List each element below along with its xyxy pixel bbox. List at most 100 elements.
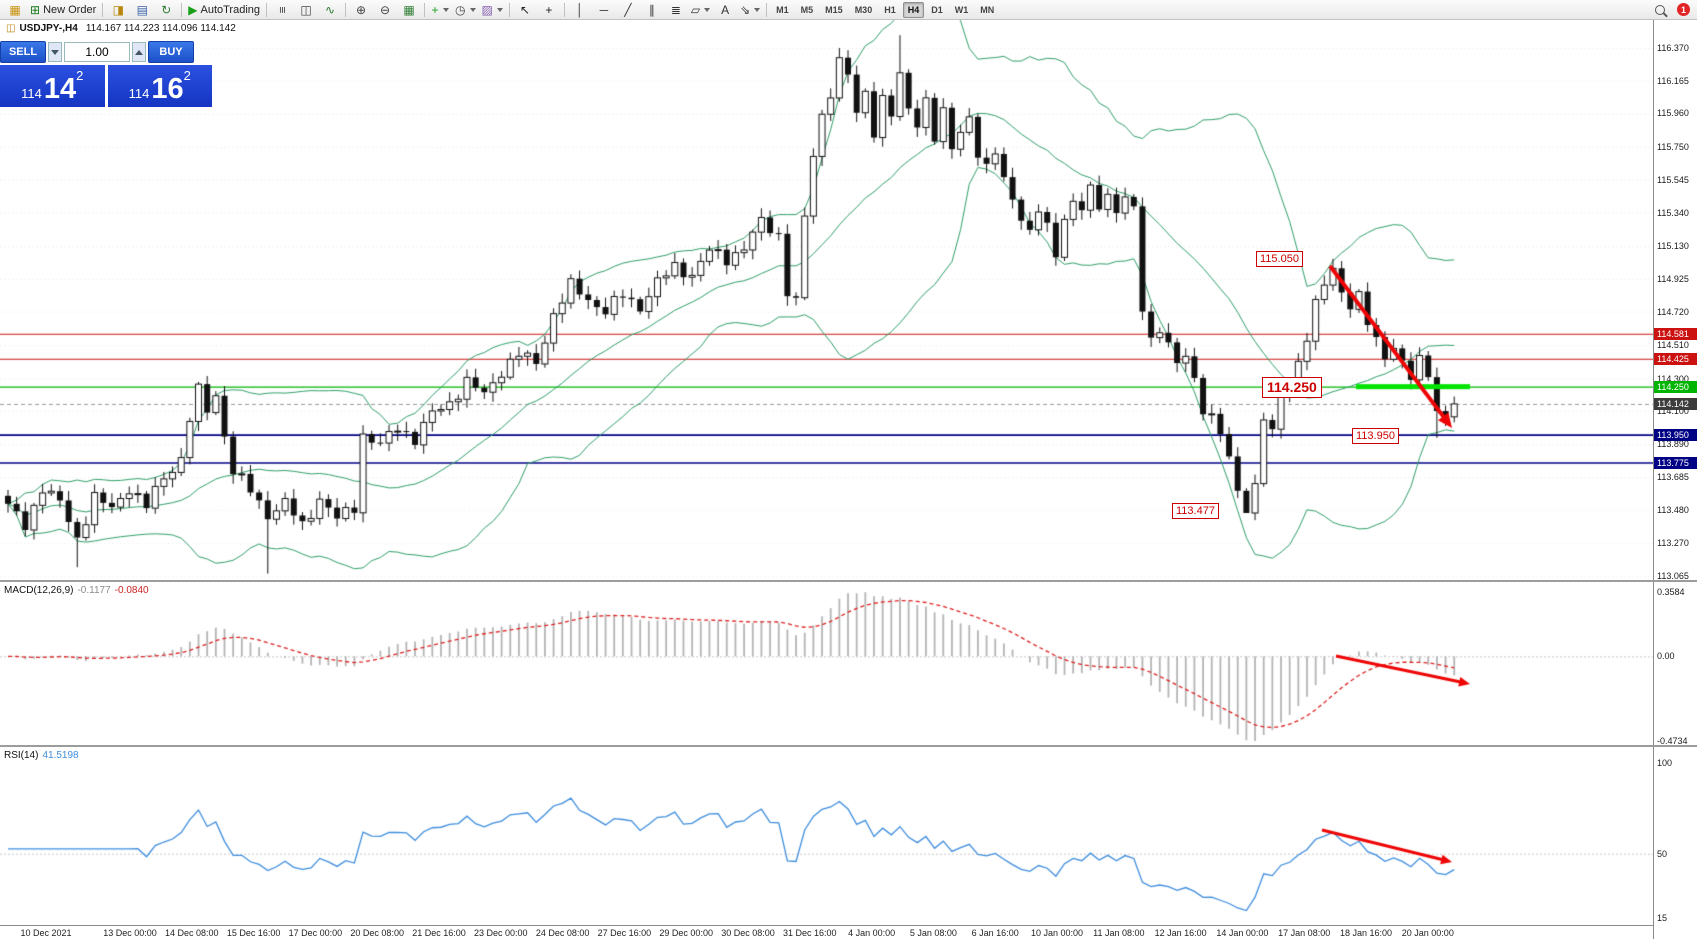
price-axis-tick: 115.545 — [1657, 174, 1689, 185]
vertical-line-button[interactable]: │ — [568, 2, 592, 18]
price-axis-tick: 114.720 — [1657, 306, 1689, 317]
time-axis-label: 11 Jan 08:00 — [1093, 928, 1145, 938]
sell-button[interactable]: SELL — [0, 41, 46, 63]
templates-button[interactable]: ▨ — [479, 2, 506, 18]
timeframe-h1[interactable]: H1 — [884, 4, 896, 15]
trendline-button[interactable]: ╱ — [616, 2, 640, 18]
price-annotation[interactable]: 113.477 — [1172, 503, 1219, 519]
candlestick-chart-button[interactable]: ◫ — [294, 2, 318, 18]
price-axis-tick: 113.685 — [1657, 471, 1689, 482]
rsi-pane-label: RSI(14) 41.5198 — [4, 750, 79, 761]
macd-axis-tick: 0.3584 — [1657, 587, 1685, 598]
time-axis-label: 27 Dec 16:00 — [597, 928, 652, 938]
text-button[interactable]: A — [713, 2, 737, 18]
chart-canvas[interactable] — [0, 0, 1653, 939]
app-button[interactable]: ▦ — [3, 2, 27, 18]
tile-windows-button[interactable]: ▦ — [397, 2, 421, 18]
toolbar-separator — [508, 2, 510, 17]
autotrading-button[interactable]: ▶ AutoTrading — [185, 2, 263, 18]
timeframe-h4[interactable]: H4 — [902, 1, 925, 18]
rsi-name: RSI(14) — [4, 750, 39, 761]
down-arrow-icon — [51, 49, 59, 55]
timeframe-group: M1 M5 M15 M30 H1 H4 D1 W1 MN — [763, 0, 1000, 19]
price-annotation[interactable]: 115.050 — [1256, 251, 1303, 267]
notification-badge[interactable]: 1 — [1677, 3, 1690, 16]
price-level-tag: 113.950 — [1654, 428, 1697, 441]
dropdown-caret-icon — [496, 7, 503, 12]
timeframe-mn[interactable]: MN — [980, 4, 995, 15]
channel-button[interactable]: ∥ — [640, 2, 664, 18]
autotrading-icon: ▶ — [188, 2, 198, 17]
rsi-value: 41.5198 — [42, 750, 79, 761]
bar-chart-button[interactable]: ≡ — [270, 2, 294, 18]
price-annotation[interactable]: 113.950 — [1352, 428, 1399, 444]
timeframe-m5[interactable]: M5 — [800, 4, 814, 15]
macd-axis-tick: -0.4734 — [1657, 736, 1688, 747]
indicators-button[interactable]: + — [428, 2, 452, 18]
price-level-tag: 114.250 — [1654, 380, 1697, 393]
fibonacci-icon: ≣ — [670, 2, 681, 17]
new-order-label: New Order — [43, 3, 97, 16]
crosshair-button[interactable]: + — [537, 2, 561, 18]
time-axis-label: 14 Dec 08:00 — [165, 928, 219, 938]
text-icon: A — [721, 2, 730, 17]
ask-price[interactable]: 114 16 2 — [107, 65, 212, 107]
autotrading-label: AutoTrading — [200, 3, 261, 16]
chart-icon: ◫ — [6, 23, 16, 34]
volume-increase-button[interactable] — [132, 42, 146, 62]
time-axis-label: 12 Jan 16:00 — [1154, 928, 1207, 938]
trade-controls-row: SELL BUY — [0, 40, 212, 64]
horizontal-line-button[interactable]: ─ — [592, 2, 616, 18]
symbol-header: ◫ USDJPY-,H4 114.167 114.223 114.096 114.1… — [6, 23, 236, 34]
search-button[interactable] — [1648, 2, 1672, 18]
charts-grid-button[interactable]: ◨ — [106, 2, 130, 18]
macd-main-value: -0.1177 — [77, 585, 111, 596]
pane-splitter-macd[interactable] — [0, 580, 1697, 582]
cursor-button[interactable]: ↖ — [513, 2, 537, 18]
toolbar-separator — [266, 2, 268, 17]
timeframe-m30[interactable]: M30 — [854, 4, 873, 15]
rsi-axis-tick: 100 — [1657, 757, 1673, 768]
ask-big-digits: 16 — [151, 73, 184, 105]
bid-pip-digit: 2 — [76, 68, 84, 83]
shapes-button[interactable]: ▱ — [688, 2, 713, 18]
price-axis-tick: 113.065 — [1657, 571, 1689, 581]
ask-prefix: 114 — [128, 86, 150, 101]
time-axis-label: 10 Dec 2021 — [20, 928, 72, 938]
fibonacci-button[interactable]: ≣ — [664, 2, 688, 18]
price-level-tag: 114.425 — [1654, 352, 1697, 365]
profiles-button[interactable]: ▤ — [130, 2, 154, 18]
time-axis-label: 20 Dec 08:00 — [350, 928, 404, 938]
new-order-button[interactable]: ⊞ New Order — [27, 2, 99, 18]
time-axis-label: 21 Dec 16:00 — [412, 928, 466, 938]
periods-button[interactable]: ◷ — [452, 2, 478, 18]
time-axis-label: 13 Dec 00:00 — [103, 928, 157, 938]
zoom-in-button[interactable]: ⊕ — [349, 2, 373, 18]
toolbar-separator — [766, 2, 768, 17]
arrows-button[interactable]: ⇘ — [737, 2, 763, 18]
refresh-button[interactable]: ↻ — [154, 2, 178, 18]
price-axis[interactable]: 116.370 116.165 115.960 115.750 115.545 115.3… — [1653, 0, 1697, 939]
refresh-icon: ↻ — [161, 2, 172, 17]
timeframe-m1[interactable]: M1 — [776, 4, 789, 15]
price-axis-tick: 114.510 — [1657, 340, 1689, 351]
zoom-out-button[interactable]: ⊖ — [373, 2, 397, 18]
timeframe-w1[interactable]: W1 — [954, 4, 969, 15]
up-arrow-icon — [135, 49, 143, 55]
pane-splitter-rsi[interactable] — [0, 745, 1697, 747]
price-level-tag: 113.775 — [1654, 456, 1697, 469]
bid-price[interactable]: 114 14 2 — [0, 65, 105, 107]
timeframe-d1[interactable]: D1 — [931, 4, 943, 15]
time-axis[interactable]: 10 Dec 2021 13 Dec 00:00 14 Dec 08:00 15 De… — [0, 925, 1653, 940]
volume-input[interactable] — [64, 42, 130, 62]
trendline-icon: ╱ — [624, 2, 632, 17]
volume-decrease-button[interactable] — [48, 42, 62, 62]
timeframe-m15[interactable]: M15 — [825, 4, 843, 15]
time-axis-label: 4 Jan 00:00 — [848, 928, 896, 938]
price-annotation[interactable]: 114.250 — [1262, 377, 1322, 398]
line-chart-button[interactable]: ∿ — [318, 2, 342, 18]
buy-button[interactable]: BUY — [148, 41, 194, 63]
time-axis-label: 31 Dec 16:00 — [783, 928, 837, 938]
trade-prices-row: 114 14 2 114 16 2 — [0, 65, 212, 107]
